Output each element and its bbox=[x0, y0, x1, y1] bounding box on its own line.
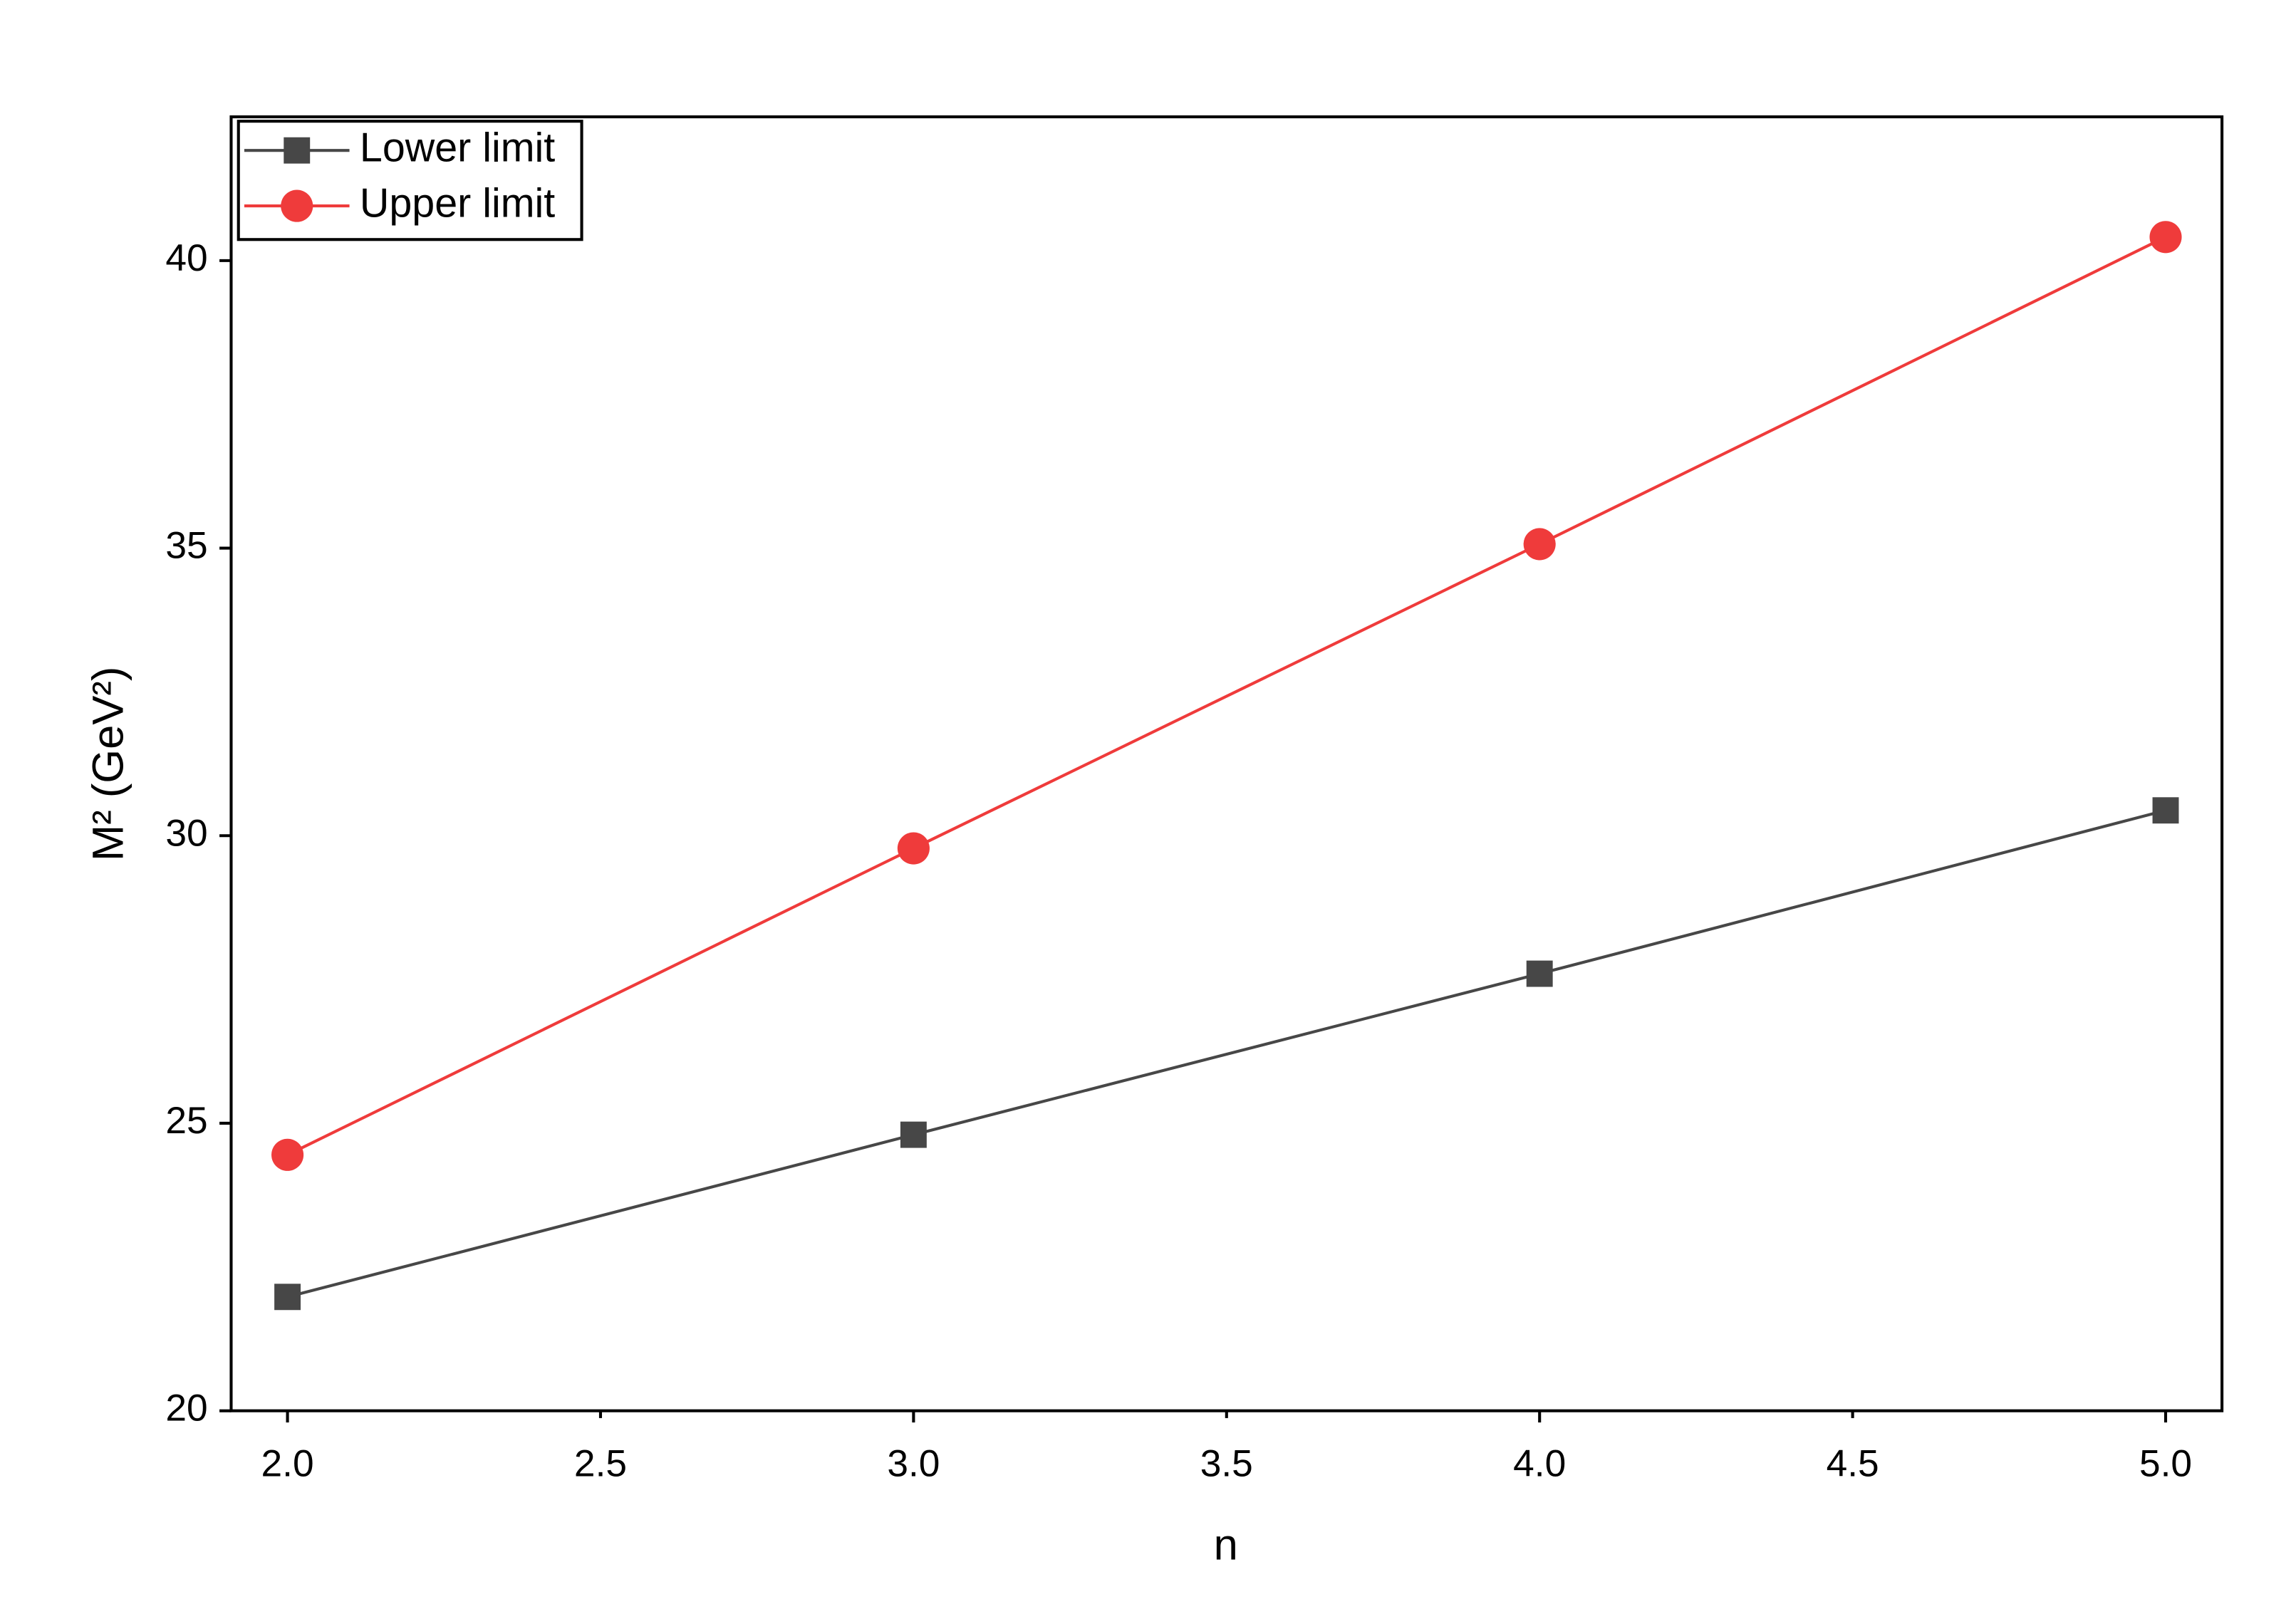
x-tick-label: 5.0 bbox=[2139, 1443, 2192, 1485]
x-tick-label: 2.0 bbox=[261, 1443, 314, 1485]
data-point bbox=[2152, 797, 2179, 824]
x-tick-label: 4.5 bbox=[1827, 1443, 1879, 1485]
legend-marker bbox=[284, 137, 311, 164]
data-point bbox=[900, 1121, 927, 1148]
data-point bbox=[1523, 528, 1556, 561]
x-axis-title: n bbox=[1214, 1521, 1238, 1570]
x-tick-label: 3.5 bbox=[1200, 1443, 1253, 1485]
y-tick-label: 30 bbox=[165, 812, 207, 854]
data-point bbox=[271, 1138, 304, 1171]
y-tick-label: 40 bbox=[165, 237, 207, 279]
y-tick-label: 20 bbox=[165, 1388, 207, 1430]
x-tick-label: 3.0 bbox=[887, 1443, 940, 1485]
data-point bbox=[274, 1284, 301, 1311]
series-line bbox=[287, 808, 2166, 1298]
legend-label: Upper limit bbox=[360, 180, 555, 226]
data-point bbox=[897, 832, 930, 865]
x-tick-label: 2.5 bbox=[574, 1443, 627, 1485]
y-tick-label: 35 bbox=[165, 525, 207, 567]
plot-frame bbox=[229, 115, 2224, 1412]
y-axis-title: M² (GeV²) bbox=[84, 667, 133, 861]
legend-label: Lower limit bbox=[360, 125, 555, 170]
series-line bbox=[286, 235, 2166, 1157]
data-point bbox=[2149, 221, 2182, 254]
legend-marker bbox=[281, 189, 313, 222]
x-tick-label: 4.0 bbox=[1513, 1443, 1566, 1485]
y-tick-label: 25 bbox=[165, 1100, 207, 1142]
data-point bbox=[1526, 960, 1553, 987]
